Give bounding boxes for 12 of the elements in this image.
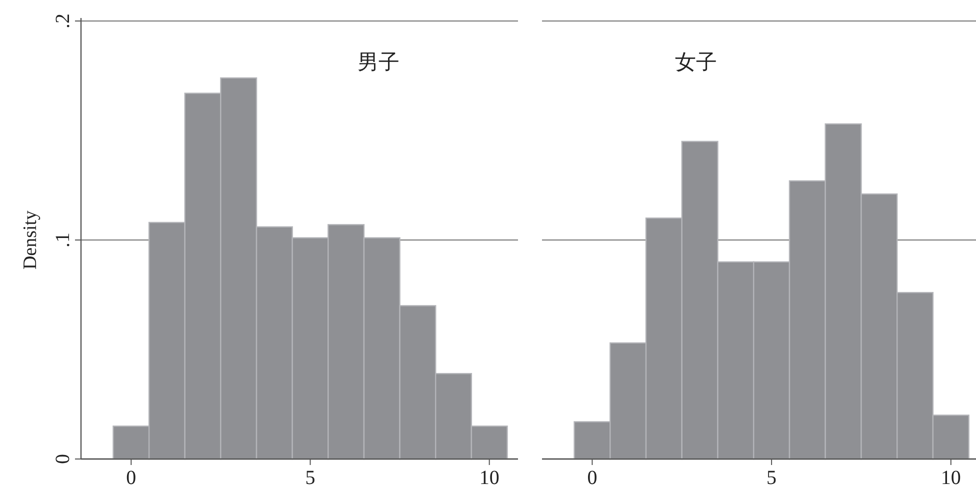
y-tick-label: .2: [52, 14, 74, 28]
y-tick-label: 0: [52, 454, 74, 464]
text: 男子: [357, 50, 400, 74]
y-tick-label: .1: [52, 232, 74, 248]
text: 女子: [675, 50, 718, 74]
y-axis-title: Density: [20, 210, 41, 270]
x-tick-label: 10: [479, 467, 500, 489]
x-tick-label: 10: [940, 467, 961, 489]
x-tick-label: 0: [587, 467, 598, 489]
x-tick-label: 5: [766, 467, 777, 489]
x-tick-label: 5: [305, 467, 316, 489]
x-tick-label: 0: [126, 467, 136, 489]
